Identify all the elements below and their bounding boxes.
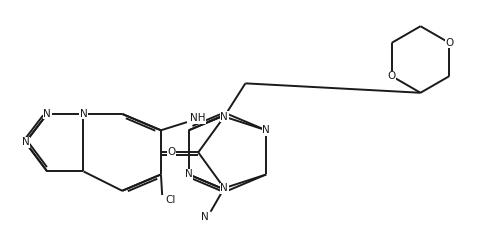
Text: N: N [185,169,193,180]
Text: N: N [22,137,29,147]
Text: N: N [201,211,208,222]
Text: N: N [262,125,270,135]
Text: O: O [388,71,396,81]
Text: O: O [445,38,454,48]
Text: O: O [167,147,176,157]
Text: N: N [220,112,228,122]
Text: N: N [220,183,228,193]
Text: Cl: Cl [165,195,176,205]
Text: N: N [43,109,51,119]
Text: N: N [80,109,87,119]
Text: NH: NH [189,114,205,124]
